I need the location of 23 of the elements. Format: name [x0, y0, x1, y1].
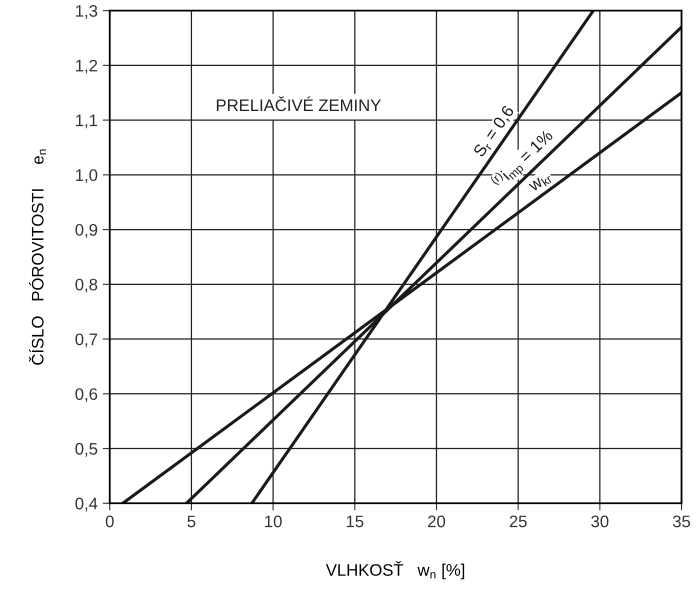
- y-tick-label: 1,3: [76, 5, 98, 19]
- x-tick-label: 10: [265, 516, 282, 528]
- y-tick-label: 1,1: [76, 114, 98, 128]
- text: w$_{kr}$: [528, 172, 553, 194]
- y-tick-label: 0,6: [75, 388, 98, 402]
- x-tick-label: 15: [346, 516, 364, 528]
- x-tick-label: 25: [510, 516, 527, 528]
- y-axis-title: ČÍSLO PÓROVITOSTI e$_{n}$: [28, 149, 46, 365]
- x-tick-label: 20: [428, 516, 446, 528]
- x-tick-label: 5: [187, 516, 196, 528]
- x-tick-label: 35: [672, 516, 690, 528]
- x-axis-title: VLHKOSŤ w$_{n}$ [%]: [326, 561, 464, 580]
- y-tick-label: 0,4: [75, 498, 98, 512]
- x-tick-label: 0: [106, 516, 114, 528]
- y-tick-label: 0,7: [75, 333, 98, 348]
- y-tick-label: 1,2: [76, 60, 98, 74]
- x-tick-label: 30: [591, 516, 608, 528]
- y-tick-label: 1,0: [76, 169, 98, 184]
- annotation: PRELIAČIVÉ ZEMINY: [216, 96, 381, 112]
- y-tick-label: 0,5: [75, 442, 98, 457]
- text: S$_{r}$ = 0,6: [472, 104, 516, 159]
- y-tick-label: 0,9: [75, 224, 98, 238]
- y-tick-label: 0,8: [75, 278, 98, 292]
